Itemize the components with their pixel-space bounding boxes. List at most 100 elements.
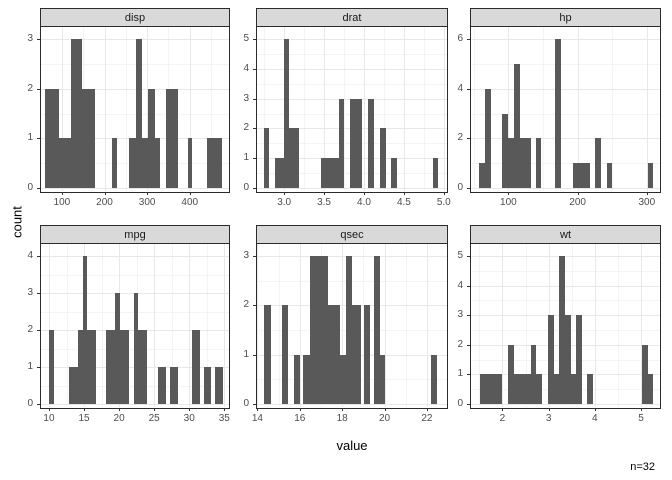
histogram-bar — [508, 138, 515, 188]
x-tick-label: 400 — [181, 197, 199, 208]
facet-panel-wt — [470, 243, 661, 409]
gridline-x-minor — [383, 27, 385, 191]
x-tick-label: 14 — [251, 413, 263, 424]
histogram-bar — [570, 374, 577, 404]
histogram-bar — [157, 367, 167, 404]
gridline-x-minor — [405, 244, 407, 407]
gridline-x-major — [403, 27, 405, 191]
y-tick-label: 3 — [457, 309, 463, 321]
gridline-x-minor — [473, 27, 475, 191]
histogram-bar — [535, 138, 542, 188]
x-tick-label: 200 — [569, 197, 586, 208]
gridline-x-major — [48, 244, 50, 407]
y-tick-label: 4 — [243, 62, 249, 74]
histogram-bar — [289, 128, 300, 188]
histogram-bar — [263, 305, 271, 404]
histogram-bar — [59, 138, 71, 188]
histogram-bar — [391, 158, 397, 188]
y-tick-mark — [467, 256, 470, 257]
histogram-bar — [430, 354, 437, 404]
x-tick-mark — [119, 408, 121, 411]
x-tick-mark — [104, 192, 106, 195]
y-tick-label: 4 — [457, 82, 463, 94]
gridline-y-major — [471, 39, 660, 40]
facet-strip-drat: drat — [256, 8, 448, 27]
gridline-x-major — [363, 27, 365, 191]
histogram-bar — [478, 163, 486, 188]
gridline-x-minor — [211, 27, 213, 191]
x-tick-label: 25 — [148, 413, 160, 424]
x-tick-mark — [257, 408, 259, 411]
x-tick-mark — [646, 192, 648, 195]
y-tick-label: 0 — [27, 182, 33, 193]
histogram-bar — [379, 128, 386, 188]
histogram-bar — [82, 256, 88, 404]
y-tick-mark — [253, 128, 256, 130]
gridline-y-minor — [471, 63, 660, 65]
histogram-bar — [48, 330, 55, 404]
x-tick-mark — [363, 192, 365, 195]
y-tick-mark — [467, 138, 470, 140]
x-tick-label: 3.0 — [277, 197, 292, 208]
x-tick-label: 15 — [78, 413, 90, 424]
facet-title-drat: drat — [342, 11, 362, 24]
gridline-x-minor — [423, 27, 425, 191]
histogram-bar — [554, 39, 561, 188]
x-tick-mark — [299, 408, 301, 411]
facet-strip-qsec: qsec — [256, 225, 448, 244]
gridline-x-major — [189, 244, 191, 407]
y-tick-label: 2 — [457, 132, 463, 144]
histogram-bar — [148, 88, 156, 188]
gridline-x-major — [224, 244, 226, 407]
histogram-bar — [302, 354, 310, 404]
y-tick-mark — [37, 367, 40, 368]
histogram-bar — [373, 256, 380, 404]
histogram-bar — [519, 138, 531, 188]
histogram-bar — [327, 305, 341, 404]
histogram-bar — [155, 138, 160, 188]
gridline-x-minor — [101, 244, 103, 407]
gridline-y-major — [471, 285, 660, 287]
histogram-bar — [432, 158, 439, 188]
histogram-bar — [141, 138, 149, 188]
histogram-bar — [165, 88, 178, 188]
y-tick-label: 2 — [243, 122, 249, 134]
gridline-y-major — [41, 404, 229, 405]
y-tick-mark — [253, 68, 256, 70]
y-tick-label: 2 — [27, 324, 33, 335]
x-tick-mark — [577, 192, 579, 195]
gridline-x-major — [104, 27, 106, 191]
histogram-bar — [293, 354, 301, 404]
histogram-bar — [281, 305, 289, 404]
facet-panel-hp — [470, 26, 661, 193]
y-tick-label: 0 — [243, 182, 249, 193]
histogram-bar — [70, 39, 82, 188]
x-tick-label: 18 — [336, 413, 348, 424]
x-tick-label: 30 — [183, 413, 195, 424]
y-tick-mark — [253, 256, 256, 257]
histogram-bar — [129, 138, 136, 188]
gridline-x-major — [324, 27, 326, 191]
y-tick-label: 5 — [457, 250, 463, 261]
gridline-x-minor — [206, 244, 208, 407]
x-tick-mark — [189, 192, 191, 195]
x-tick-mark — [61, 192, 63, 195]
y-tick-mark — [467, 315, 470, 317]
y-tick-mark — [37, 39, 40, 40]
gridline-y-minor — [41, 274, 229, 276]
gridline-x-major — [342, 244, 344, 407]
histogram-bar — [203, 367, 212, 404]
y-tick-mark — [253, 188, 256, 189]
sample-size-annotation: n=32 — [630, 461, 655, 473]
histogram-bar — [274, 158, 285, 188]
histogram-bar — [587, 374, 594, 404]
histogram-bar — [536, 374, 542, 404]
gridline-y-major — [471, 404, 660, 405]
histogram-bar — [606, 163, 613, 188]
histogram-bar — [508, 344, 514, 404]
histogram-bar — [346, 256, 352, 404]
y-tick-mark — [467, 374, 470, 376]
histogram-bar — [191, 330, 200, 404]
y-tick-label: 1 — [243, 348, 249, 360]
x-tick-mark — [147, 192, 149, 195]
